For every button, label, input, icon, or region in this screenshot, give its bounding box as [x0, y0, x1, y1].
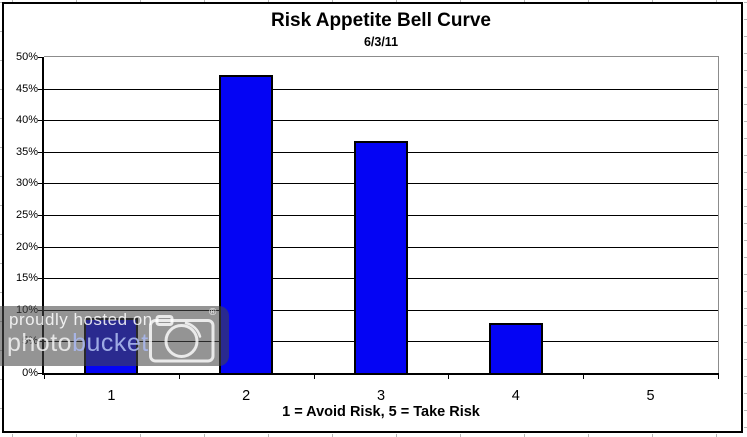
spreadsheet-row-ticks-right [744, 2, 747, 437]
chart-outer-border [2, 2, 743, 433]
plot-border-top [44, 56, 719, 57]
xtick-mark [718, 375, 719, 379]
ytick-label: 50% [15, 51, 38, 63]
camera-icon [149, 315, 215, 363]
watermark-brand-photo: photo [7, 329, 73, 357]
ytick-label: 40% [15, 114, 38, 127]
plot-area [44, 57, 718, 373]
watermark-tagline: proudly hosted on [9, 310, 153, 329]
gridline [44, 120, 718, 122]
ytick-label: 45% [15, 82, 38, 95]
bar-slot-4 [448, 57, 583, 373]
xtick-mark [448, 375, 450, 379]
bar-slot-2 [179, 57, 314, 373]
bar-slot-3 [314, 57, 449, 373]
bar-slot-5 [583, 57, 718, 373]
xtick-mark [178, 375, 180, 379]
bar-category-3 [353, 141, 408, 373]
watermark-brand-bucket: bucket [72, 329, 149, 357]
xtick-mark [313, 375, 315, 379]
ytick-mark [38, 246, 42, 248]
x-axis-title: 1 = Avoid Risk, 5 = Take Risk [282, 404, 480, 420]
x-axis-line [42, 373, 719, 375]
ytick-mark [38, 57, 42, 58]
spreadsheet-row-ticks-left [0, 2, 3, 432]
xtick-mark [44, 375, 45, 379]
category-label-4: 4 [511, 388, 520, 404]
ytick-label: 25% [15, 209, 38, 221]
y-axis-line [42, 57, 44, 375]
chart-subtitle: 6/3/11 [363, 35, 399, 49]
category-label-2: 2 [242, 388, 251, 404]
gridline [44, 88, 718, 90]
xtick-mark [583, 375, 585, 379]
category-axis-labels: 1 2 3 4 5 [44, 388, 718, 404]
ytick-mark [38, 183, 42, 185]
ytick-label: 0% [22, 367, 38, 379]
ytick-mark [38, 373, 42, 374]
watermark-brand: photobucket [7, 329, 149, 357]
ytick-mark [38, 88, 42, 90]
ytick-mark [38, 151, 42, 153]
ytick-mark [38, 278, 42, 280]
ytick-label: 20% [15, 240, 38, 253]
ytick-label: 15% [15, 272, 38, 285]
ytick-label: 30% [15, 177, 38, 190]
bar-category-4 [488, 323, 543, 373]
ytick-mark [38, 215, 42, 216]
category-label-1: 1 [107, 388, 116, 404]
photobucket-watermark: proudly hosted on photobucket ® [0, 306, 229, 366]
category-label-3: 3 [376, 388, 386, 404]
category-label-5: 5 [646, 388, 655, 404]
spreadsheet-column-ticks-bottom [12, 434, 747, 437]
ytick-label: 35% [15, 145, 38, 158]
spreadsheet-column-ticks-top [12, 0, 747, 3]
ytick-mark [38, 120, 42, 122]
plot-border-right [718, 56, 719, 374]
registered-trademark-symbol: ® [209, 307, 217, 318]
chart-title: Risk Appetite Bell Curve [271, 10, 491, 31]
bar-category-2 [219, 75, 274, 373]
